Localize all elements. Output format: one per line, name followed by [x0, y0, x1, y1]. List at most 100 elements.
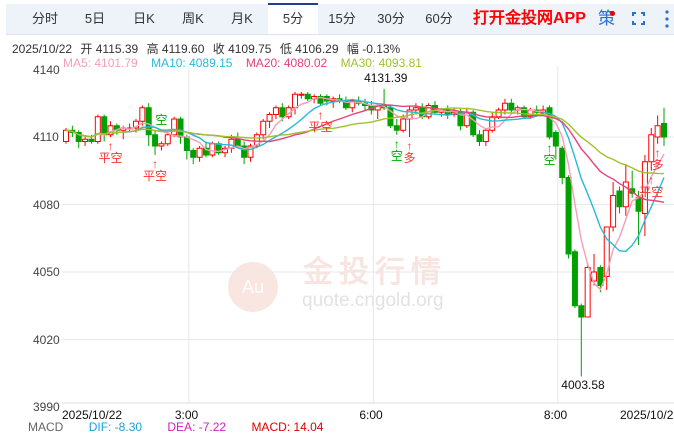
- candle-body: [82, 138, 89, 142]
- candle: [463, 107, 470, 128]
- signal-label: 平空: [143, 169, 168, 183]
- candle-body: [247, 145, 254, 158]
- candle-body: [63, 129, 69, 142]
- kebab-menu-icon[interactable]: [665, 9, 669, 29]
- x-tick-label: 6:00: [359, 408, 383, 422]
- candle-body: [400, 118, 407, 131]
- candle: [107, 121, 114, 137]
- signal-arrow-icon: ↑: [654, 145, 661, 160]
- info-change: 幅 -0.13%: [346, 42, 401, 56]
- trade-signal: ↑ 多: [650, 147, 666, 171]
- open-app-link[interactable]: 打开金投网APP: [473, 10, 586, 27]
- tab-5min[interactable]: 5分: [268, 3, 318, 34]
- trade-signal: ↑ 平空: [98, 140, 124, 164]
- candle-body: [101, 116, 108, 136]
- candle-body: [508, 102, 515, 111]
- tab-15min[interactable]: 15分: [328, 11, 356, 26]
- candle-body: [393, 125, 400, 131]
- signal-arrow-icon: ↑: [317, 107, 324, 122]
- candle-body: [616, 190, 623, 208]
- y-tick-label: 4050: [33, 265, 60, 279]
- candle-body: [94, 116, 101, 142]
- candle-body: [298, 93, 305, 96]
- candle-body: [546, 107, 553, 138]
- candle-body: [120, 127, 127, 131]
- signal-label: 空: [390, 148, 403, 163]
- ohlc-info: 2025/10/22 开 4115.39 高 4119.60 收 4109.75…: [12, 40, 405, 57]
- candle: [501, 98, 508, 115]
- x-tick-label: 8:00: [543, 408, 568, 422]
- candle-body: [177, 118, 184, 138]
- candle-body: [559, 147, 566, 178]
- period-tab-bar: 分时 5日 日K 周K 月K 5分 15分 30分 60分 打开金投网APP 策: [6, 3, 674, 35]
- candle-body: [482, 129, 489, 142]
- fullscreen-icon[interactable]: [632, 12, 645, 25]
- y-tick-label: 3990: [33, 400, 60, 414]
- candle: [342, 96, 349, 110]
- signal-label: 空: [543, 153, 556, 168]
- signal-label: 多: [651, 157, 664, 172]
- candle: [304, 92, 311, 101]
- tab-30min[interactable]: 30分: [377, 11, 405, 26]
- candle-body: [387, 107, 394, 127]
- macd-value: MACD: 14.04: [251, 420, 324, 434]
- candle-body: [349, 100, 356, 109]
- x-tick-label: 2025/10/22: [620, 408, 674, 422]
- candle: [508, 98, 515, 113]
- signal-label: 平空: [98, 151, 123, 165]
- macd-dea: DEA: -7.22: [167, 420, 227, 434]
- candle-body: [584, 267, 591, 318]
- candle: [196, 146, 203, 162]
- signal-label: 平空: [308, 119, 333, 134]
- candle-body: [202, 147, 209, 156]
- candle-body: [648, 134, 655, 163]
- signal-arrow-icon: ↑: [546, 141, 553, 156]
- candle: [387, 105, 394, 128]
- tab-5day[interactable]: 5日: [84, 11, 106, 26]
- macd-legend: MACD DIF: -8.30 DEA: -7.22 MACD: 14.04: [28, 420, 345, 434]
- x-tick-label: 2025/10/22: [62, 408, 123, 422]
- signal-arrow-icon: ↑: [393, 136, 400, 151]
- candle-body: [495, 109, 502, 118]
- info-close: 收 4109.75: [212, 42, 272, 56]
- candle: [571, 249, 578, 308]
- candle-body: [565, 177, 572, 255]
- low-price-label: 4003.58: [561, 378, 605, 393]
- candle-body: [641, 161, 648, 214]
- signal-arrow-icon: ↑: [107, 139, 114, 153]
- y-tick-label: 4140: [33, 62, 60, 77]
- candle: [158, 141, 165, 151]
- candle: [171, 116, 178, 137]
- candle-body: [260, 120, 267, 136]
- candle-body: [661, 123, 667, 138]
- candle-body: [552, 132, 559, 147]
- candle: [610, 182, 617, 232]
- candle: [292, 92, 299, 115]
- ma5-line: [65, 96, 665, 291]
- ma30-line: [65, 107, 665, 175]
- info-high: 高 4119.60: [146, 42, 205, 56]
- candle-body: [521, 107, 528, 118]
- candle-body: [476, 134, 483, 142]
- candle-body: [145, 107, 152, 136]
- tab-60min[interactable]: 60分: [425, 11, 453, 26]
- tab-weekly[interactable]: 周K: [182, 11, 204, 26]
- candle: [222, 146, 229, 158]
- candle: [152, 130, 159, 155]
- ma5-label: MA5: 4101.79: [63, 56, 138, 70]
- tab-monthly[interactable]: 月K: [231, 11, 253, 26]
- candle-body: [597, 267, 604, 286]
- macd-title: MACD: [28, 420, 64, 434]
- tab-intraday[interactable]: 分时: [31, 11, 58, 26]
- candle-body: [279, 107, 286, 118]
- candle-body: [171, 118, 178, 136]
- candle: [406, 105, 413, 137]
- candle-body: [412, 107, 419, 111]
- ma10-label: MA10: 4089.15: [151, 56, 233, 70]
- candle-body: [622, 181, 629, 208]
- y-tick-label: 4110: [33, 130, 59, 144]
- candle-body: [164, 134, 171, 145]
- tab-daily[interactable]: 日K: [133, 11, 155, 26]
- candle-body: [635, 197, 642, 212]
